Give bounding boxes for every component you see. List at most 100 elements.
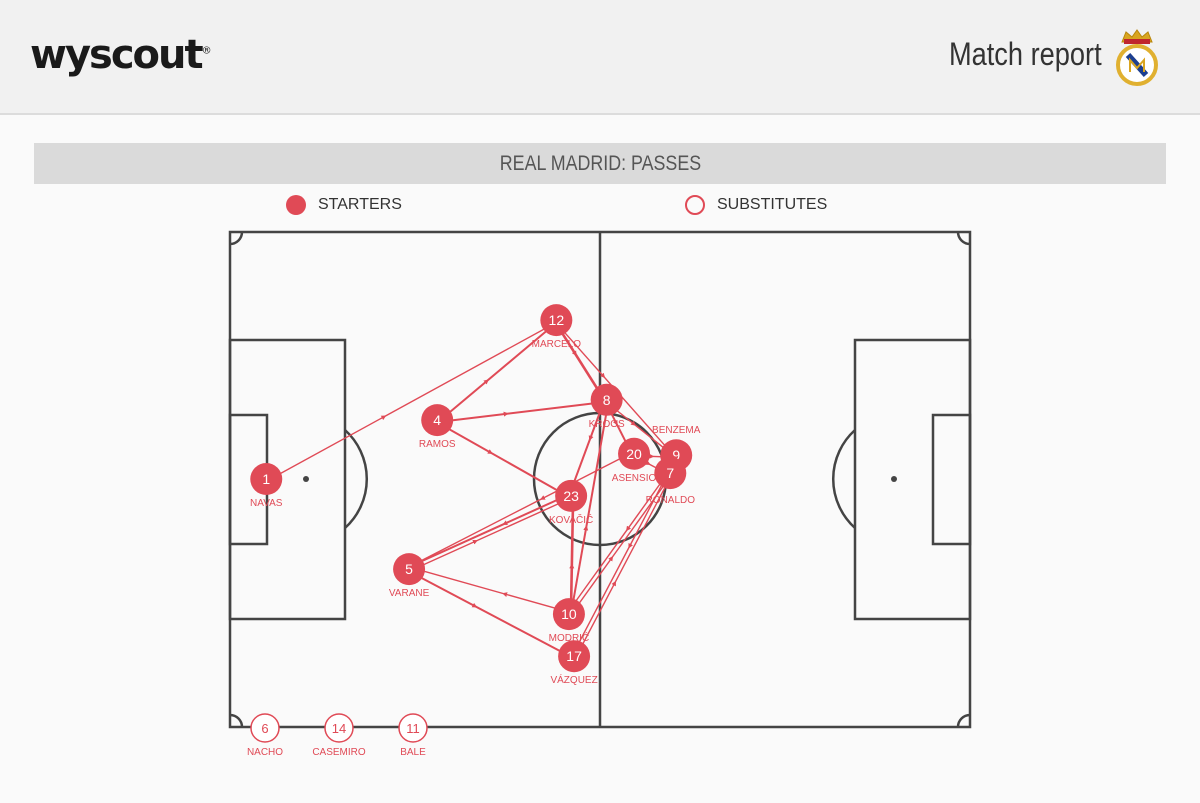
legend-starters: STARTERS (286, 195, 402, 215)
player-node[interactable]: 1 (250, 463, 283, 496)
player-number: 5 (405, 561, 413, 577)
player-name: MODRIĆ (549, 631, 590, 644)
pass-segment (571, 471, 670, 656)
pass-segment (266, 321, 558, 482)
player-circle (540, 304, 573, 337)
player-circle (654, 457, 687, 490)
legend-starters-label: STARTERS (318, 196, 402, 213)
penalty-spot (303, 476, 309, 482)
player-node[interactable]: 12 (540, 304, 573, 337)
substitute-node[interactable]: 6 NACHO (247, 713, 283, 758)
player-number: 4 (433, 412, 441, 428)
pass-line (409, 566, 570, 613)
player-node[interactable]: 4 (421, 404, 454, 437)
pass-line (437, 320, 559, 423)
header: wyscout® Match report (0, 0, 1200, 115)
pass-segment (409, 566, 570, 613)
player-node[interactable]: 10 (552, 598, 585, 631)
substitute-number: 14 (332, 721, 346, 736)
substitute-nodes: 6 NACHO 14 CASEMIRO 11 BALE (247, 713, 428, 758)
player-name: RAMOS (419, 439, 456, 450)
pass-segment (437, 400, 608, 424)
pass-arrow (571, 350, 577, 357)
pass-line (569, 399, 610, 615)
pitch-markings (228, 230, 972, 729)
player-node[interactable]: 5 (393, 553, 426, 586)
pass-line (407, 493, 571, 569)
pass-line (568, 398, 606, 496)
pass-segment (575, 473, 673, 658)
pass-arrow (608, 556, 614, 562)
substitute-name: CASEMIRO (312, 747, 366, 758)
pass-segment (568, 398, 606, 496)
player-node[interactable]: 7 (654, 457, 687, 490)
pass-arrow (599, 372, 606, 379)
pass-segment (407, 451, 634, 568)
substitute-node[interactable]: 14 CASEMIRO (312, 713, 366, 758)
substitute-circle (324, 713, 354, 743)
player-number: 17 (566, 648, 582, 664)
page-title: Match report (949, 36, 1102, 72)
filled-circle-icon (286, 195, 306, 215)
player-name: BENZEMA (652, 425, 701, 436)
player-name: NAVAS (250, 498, 283, 509)
player-number: 10 (561, 606, 577, 622)
player-number: 7 (666, 465, 674, 481)
player-node[interactable]: 17 (558, 640, 591, 673)
real-madrid-crest-icon (1116, 29, 1158, 86)
wyscout-logo[interactable]: wyscout® (30, 32, 212, 78)
player-node[interactable]: 23 (555, 479, 588, 512)
pass-line (409, 497, 573, 572)
player-name: RONALDO (646, 495, 696, 506)
player-nodes: 1 12 4 8 20 9 7 23 5 10 17 (250, 304, 693, 673)
player-circle (590, 383, 623, 416)
pass-arrow (630, 420, 636, 426)
player-labels: NAVAS MARCELO RAMOS KROOS ASENSIO BENZEMA RONA… (250, 339, 701, 686)
substitute-number: 6 (261, 721, 268, 736)
player-circle (558, 640, 591, 673)
pass-segment (437, 320, 559, 423)
player-name: VÁZQUEZ (550, 673, 597, 686)
player-number: 1 (262, 471, 270, 487)
pass-line (437, 400, 608, 424)
legend-substitutes: SUBSTITUTES (685, 195, 827, 215)
pass-arrow (626, 525, 632, 532)
player-circle (618, 437, 651, 470)
pass-line (569, 495, 575, 615)
player-node[interactable]: 8 (590, 383, 623, 416)
pass-line (435, 420, 571, 499)
player-name: MARCELO (532, 339, 582, 350)
substitute-name: NACHO (247, 747, 283, 758)
logo-text: wyscout (30, 32, 204, 78)
pass-segment (569, 495, 575, 615)
player-circle (555, 479, 588, 512)
player-number: 9 (672, 447, 680, 463)
pass-line (407, 569, 574, 659)
pass-arrow (483, 379, 489, 385)
pass-segment (435, 420, 571, 499)
penalty-spot (891, 476, 897, 482)
substitute-name: BALE (400, 747, 426, 758)
player-circle (250, 463, 283, 496)
pass-line (571, 471, 670, 656)
player-name: KOVAČIĆ (549, 513, 593, 526)
substitute-number: 11 (406, 721, 420, 736)
pass-segment (407, 569, 574, 659)
pass-segment (409, 497, 573, 572)
player-node[interactable]: 20 (618, 437, 651, 470)
pass-line (407, 451, 634, 568)
legend-substitutes-label: SUBSTITUTES (717, 196, 828, 213)
player-circle (393, 553, 426, 586)
pass-segment (569, 399, 610, 615)
section-title: REAL MADRID: PASSES (34, 143, 1166, 184)
outline-circle-icon (685, 195, 705, 215)
pass-segment (566, 471, 670, 614)
pass-line (266, 321, 558, 482)
pass-lines (266, 320, 677, 659)
player-number: 23 (563, 488, 579, 504)
pass-line (566, 471, 670, 614)
player-name: VARANE (389, 588, 430, 599)
pass-segment (407, 493, 571, 569)
substitute-node[interactable]: 11 BALE (398, 713, 428, 758)
